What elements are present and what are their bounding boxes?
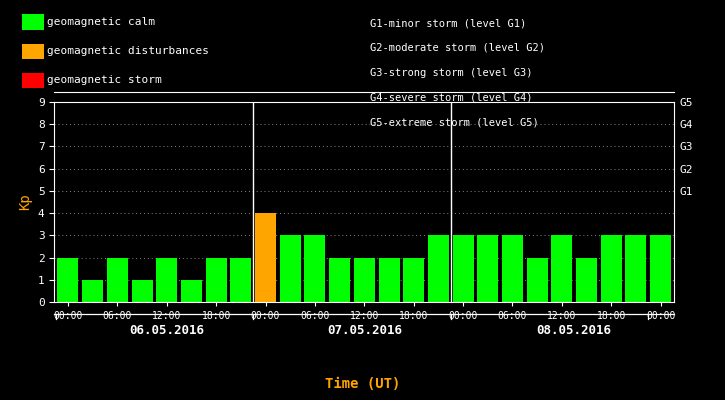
Text: G4-severe storm (level G4): G4-severe storm (level G4) xyxy=(370,92,532,102)
Y-axis label: Kp: Kp xyxy=(18,194,33,210)
Text: G5-extreme storm (level G5): G5-extreme storm (level G5) xyxy=(370,117,539,127)
Bar xyxy=(428,235,449,302)
Bar xyxy=(626,235,647,302)
Bar xyxy=(157,258,177,302)
Bar xyxy=(354,258,375,302)
Bar xyxy=(378,258,399,302)
Bar xyxy=(131,280,152,302)
Text: G3-strong storm (level G3): G3-strong storm (level G3) xyxy=(370,68,532,78)
Bar xyxy=(181,280,202,302)
Text: 06.05.2016: 06.05.2016 xyxy=(129,324,204,336)
Bar xyxy=(206,258,227,302)
Bar xyxy=(650,235,671,302)
Bar xyxy=(452,235,473,302)
Bar xyxy=(231,258,252,302)
Bar xyxy=(280,235,301,302)
Bar xyxy=(477,235,498,302)
Text: 08.05.2016: 08.05.2016 xyxy=(536,324,612,336)
Bar xyxy=(552,235,572,302)
Bar xyxy=(576,258,597,302)
Text: geomagnetic storm: geomagnetic storm xyxy=(47,76,162,86)
Bar xyxy=(403,258,424,302)
Text: G1-minor storm (level G1): G1-minor storm (level G1) xyxy=(370,18,526,28)
Bar xyxy=(329,258,350,302)
Text: Time (UT): Time (UT) xyxy=(325,377,400,391)
Bar xyxy=(107,258,128,302)
Bar xyxy=(526,258,547,302)
Bar xyxy=(57,258,78,302)
Text: geomagnetic disturbances: geomagnetic disturbances xyxy=(47,46,209,56)
Text: geomagnetic calm: geomagnetic calm xyxy=(47,17,155,27)
Text: 07.05.2016: 07.05.2016 xyxy=(327,324,402,336)
Bar xyxy=(304,235,326,302)
Text: G2-moderate storm (level G2): G2-moderate storm (level G2) xyxy=(370,43,544,53)
Bar xyxy=(502,235,523,302)
Bar xyxy=(82,280,103,302)
Bar xyxy=(255,213,276,302)
Bar xyxy=(601,235,622,302)
